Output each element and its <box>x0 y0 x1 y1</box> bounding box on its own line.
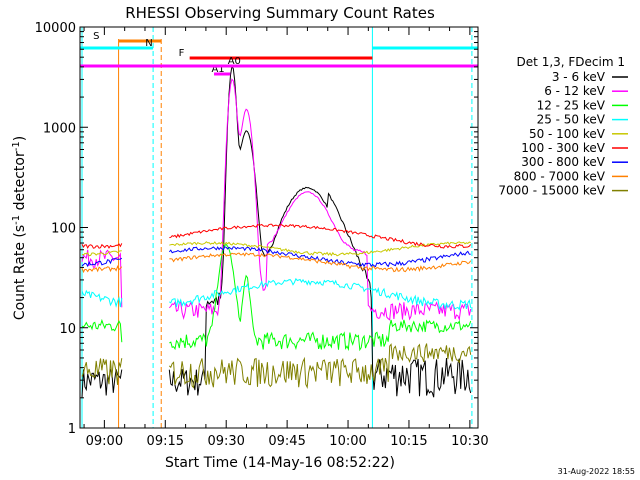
x-tick-label: 10:00 <box>329 434 366 449</box>
flag-label: A0 <box>228 56 241 67</box>
legend-label: 100 - 300 keV <box>521 141 605 155</box>
y-axis: 1 10 100 1000 10000 <box>35 21 478 437</box>
flag-label: S <box>93 31 99 42</box>
x-tick-label: 09:30 <box>207 434 244 449</box>
x-axis: 09:00 09:15 09:30 09:45 10:00 10:15 10:30 <box>83 27 489 449</box>
series-line <box>81 243 472 352</box>
x-tick-label: 09:00 <box>86 434 123 449</box>
x-tick-label: 10:15 <box>390 434 427 449</box>
legend-label: 300 - 800 keV <box>521 155 605 169</box>
y-tick-label: 100 <box>51 222 76 237</box>
legend-label: 800 - 7000 keV <box>514 169 606 183</box>
legend-title: Det 1,3, FDecim 1 <box>517 55 625 69</box>
legend-label: 50 - 100 keV <box>529 127 606 141</box>
series-line <box>81 277 472 311</box>
svg-text:Count Rate (s-1 detector-1): Count Rate (s-1 detector-1) <box>11 136 28 320</box>
legend-label: 6 - 12 keV <box>544 84 606 98</box>
y-label-end: ) <box>12 136 28 141</box>
flag-label: A1 <box>211 64 224 75</box>
y-tick-label: 10 <box>59 322 76 337</box>
x-axis-label: Start Time (14-May-16 08:52:22) <box>165 455 395 471</box>
flag-label: N <box>145 38 152 49</box>
series-line <box>81 246 471 268</box>
y-tick-label: 1 <box>68 422 76 437</box>
y-tick-label: 10000 <box>35 21 76 36</box>
x-tick-label: 09:15 <box>147 434 184 449</box>
series-line <box>81 223 472 250</box>
y-tick-label: 1000 <box>43 121 76 136</box>
y-label-sup1: -1 <box>11 215 22 225</box>
y-axis-label: Count Rate (s-1 detector-1) <box>11 136 28 320</box>
legend-label: 25 - 50 keV <box>537 113 606 127</box>
footer-date: 31-Aug-2022 18:55 <box>558 467 635 476</box>
chart-title: RHESSI Observing Summary Count Rates <box>125 4 435 22</box>
legend-label: 7000 - 15000 keV <box>498 184 605 198</box>
flag-label: F <box>179 48 185 59</box>
y-label-mid: detector <box>12 151 28 215</box>
y-label-main: Count Rate (s <box>12 225 28 320</box>
plot-area <box>81 27 473 428</box>
series-line <box>81 78 472 322</box>
legend-label: 12 - 25 keV <box>537 98 606 112</box>
series-line <box>81 252 472 274</box>
y-label-sup2: -1 <box>11 141 22 151</box>
series-line <box>81 343 472 389</box>
x-tick-label: 10:30 <box>451 434 488 449</box>
series-line <box>81 241 471 257</box>
flag-bars: S N F A0 A1 <box>80 31 478 76</box>
x-tick-label: 09:45 <box>268 434 305 449</box>
legend-label: 3 - 6 keV <box>552 70 606 84</box>
